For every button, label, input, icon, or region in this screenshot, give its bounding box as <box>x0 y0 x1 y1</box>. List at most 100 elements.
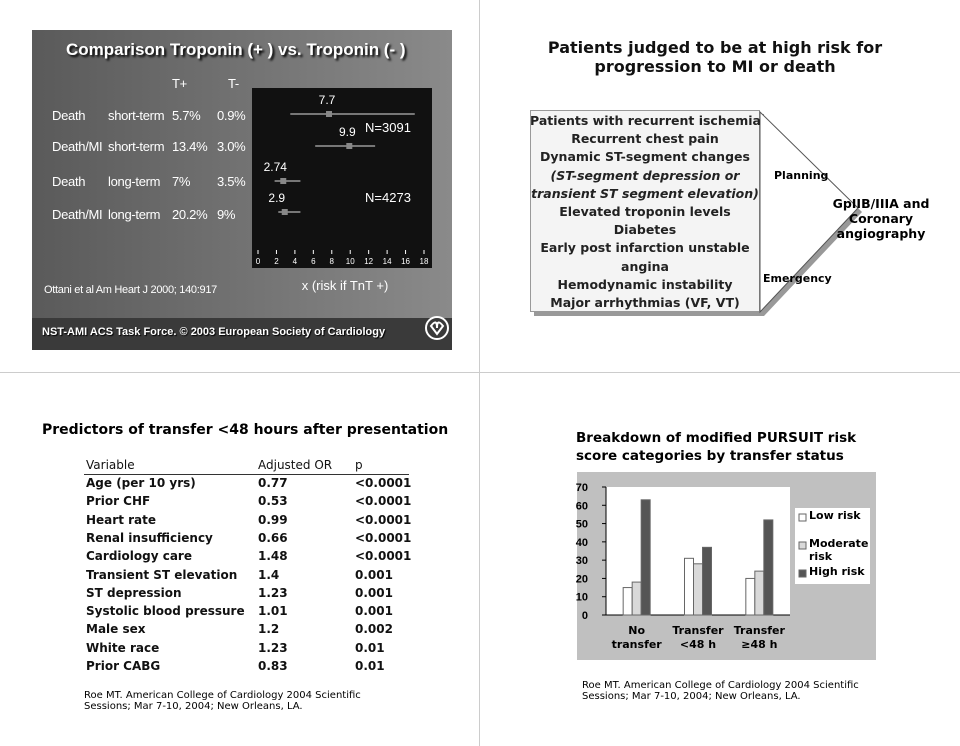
table-cell: short-term <box>108 139 165 154</box>
bar <box>754 570 765 616</box>
bar <box>693 563 703 616</box>
divider <box>0 372 960 373</box>
criteria-item: Dynamic ST-segment changes <box>540 149 750 165</box>
criteria-item: Major arrhythmias (VF, VT) <box>550 295 740 310</box>
table-cell: Death/MI <box>52 207 103 222</box>
table-cell: Male sex <box>86 622 146 637</box>
table-cell: Transient ST elevation <box>86 567 238 582</box>
table-cell: Systolic blood pressure <box>86 604 245 619</box>
table-cell: 1.4 <box>258 567 280 582</box>
emergency-label: Emergency <box>763 272 832 285</box>
annotation: N=4273 <box>365 190 411 205</box>
table-cell: 0.66 <box>258 530 288 545</box>
table-cell: long-term <box>108 174 161 189</box>
bar <box>763 519 774 616</box>
criteria-item: (ST-segment depression or <box>550 167 740 183</box>
criteria-item: angina <box>621 258 669 274</box>
legend-label: Moderate risk <box>809 537 869 563</box>
x-axis-label: x (risk if TnT +) <box>302 278 389 293</box>
table-cell: 0.99 <box>258 512 288 527</box>
chart-title: Breakdown of modified PURSUIT risk score… <box>576 430 857 464</box>
legend-label: Low risk <box>809 509 861 522</box>
chevron <box>759 110 859 314</box>
table-cell: Death/MI <box>52 139 103 154</box>
bar <box>702 546 712 616</box>
table-cell: 1.01 <box>258 604 288 619</box>
table-cell: 3.0% <box>217 139 246 154</box>
bar <box>745 577 756 616</box>
table-cell: ST depression <box>86 585 182 600</box>
table-cell: 1.2 <box>258 622 280 637</box>
point <box>326 111 333 117</box>
table-cell: 7% <box>172 174 191 189</box>
table-cell: Renal insufficiency <box>86 530 213 545</box>
table-cell: 0.001 <box>355 567 393 582</box>
criteria-item: transient ST segment elevation) <box>531 185 759 201</box>
table-header: Adjusted OR <box>258 458 333 472</box>
point-label: 2.74 <box>264 160 288 174</box>
x-tick-label: 4 <box>293 257 298 266</box>
criteria-item: Hemodynamic instability <box>557 276 733 292</box>
x-tick-label: 2 <box>274 257 279 266</box>
bar <box>640 499 651 616</box>
criteria-item: Recurrent chest pain <box>571 131 719 147</box>
legend-swatch <box>798 513 807 522</box>
header-rule <box>84 474 409 475</box>
bar <box>622 587 633 616</box>
table-header: p <box>355 458 363 472</box>
point-label: 2.9 <box>268 191 285 205</box>
table-cell: 0.01 <box>355 659 385 673</box>
table-cell: 1.48 <box>258 549 288 564</box>
x-tick-label: 8 <box>330 257 335 266</box>
table-cell: 0.001 <box>355 604 393 619</box>
x-tick-label: Transfer ≥48 h <box>733 624 785 651</box>
table-cell: 3.5% <box>217 174 246 189</box>
annotation: N=3091 <box>365 120 411 135</box>
point <box>346 143 353 149</box>
table-cell: Death <box>52 108 86 123</box>
column-header: T+ <box>172 76 187 91</box>
outcome: GpIIB/IIIA and Coronary angiography <box>832 196 930 241</box>
table-cell: 0.01 <box>355 640 385 655</box>
bar <box>684 557 694 616</box>
slide-footer-band <box>32 318 452 350</box>
table-cell: 1.23 <box>258 585 288 600</box>
legend-box <box>795 508 870 584</box>
x-tick-label: 0 <box>256 257 261 266</box>
x-tick-label: 14 <box>383 257 392 266</box>
point <box>280 178 287 184</box>
table-header: Variable <box>86 458 135 472</box>
citation: Roe MT. American College of Cardiology 2… <box>582 680 859 702</box>
x-tick-label: Transfer <48 h <box>672 624 724 651</box>
legend-label: High risk <box>809 565 865 578</box>
footer: NST-AMI ACS Task Force. © 2003 European … <box>42 326 386 338</box>
table-cell: 5.7% <box>172 108 201 123</box>
logo <box>425 316 449 340</box>
y-tick-label: 0 <box>582 610 588 622</box>
criteria-item: Early post infarction unstable <box>540 240 750 256</box>
y-tick-label: 30 <box>576 555 588 567</box>
y-tick-label: 60 <box>576 500 588 512</box>
slide-title: Predictors of transfer <48 hours after p… <box>42 422 449 438</box>
x-tick-label: 12 <box>364 257 373 266</box>
x-tick-label: 6 <box>311 257 316 266</box>
table-cell: Heart rate <box>86 512 157 527</box>
table-cell: 0.53 <box>258 494 288 509</box>
table-cell: Age (per 10 yrs) <box>86 476 196 490</box>
table-cell: short-term <box>108 108 165 123</box>
x-tick-label: No transfer <box>611 624 662 651</box>
x-tick-label: 16 <box>401 257 410 266</box>
criteria-item: Diabetes <box>613 222 677 238</box>
divider <box>479 0 480 746</box>
table-cell: Prior CABG <box>86 659 161 673</box>
criteria-item: Patients with recurrent ischemia <box>530 113 761 128</box>
citation: Roe MT. American College of Cardiology 2… <box>84 690 361 712</box>
table-cell: <0.0001 <box>355 549 412 564</box>
y-tick-label: 40 <box>576 537 588 549</box>
y-tick-label: 70 <box>576 482 588 494</box>
table-cell: 0.9% <box>217 108 246 123</box>
table-cell: Prior CHF <box>86 494 151 509</box>
table-cell: long-term <box>108 207 161 222</box>
